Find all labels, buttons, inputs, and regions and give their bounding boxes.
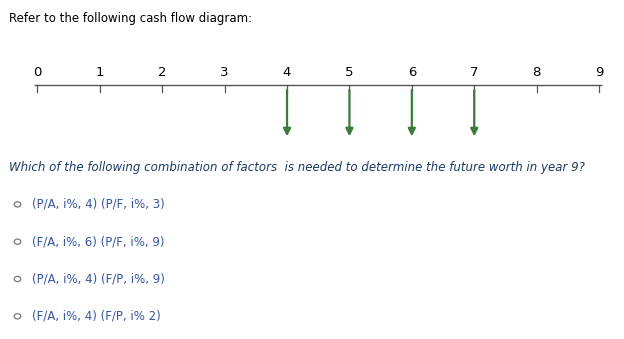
Text: 5: 5 [345,66,354,79]
Text: 7: 7 [470,66,479,79]
Text: 0: 0 [33,66,42,79]
Text: Refer to the following cash flow diagram:: Refer to the following cash flow diagram… [9,12,253,25]
Text: 3: 3 [220,66,229,79]
Text: 1: 1 [95,66,104,79]
Text: (F/A, i%, 4) (F/P, i% 2): (F/A, i%, 4) (F/P, i% 2) [32,310,161,323]
Text: (F/A, i%, 6) (P/F, i%, 9): (F/A, i%, 6) (P/F, i%, 9) [32,235,165,248]
Text: 2: 2 [158,66,167,79]
Text: 6: 6 [407,66,416,79]
Text: (P/A, i%, 4) (P/F, i%, 3): (P/A, i%, 4) (P/F, i%, 3) [32,198,165,211]
Text: Which of the following combination of factors  is needed to determine the future: Which of the following combination of fa… [9,161,585,174]
Text: 8: 8 [532,66,541,79]
Text: 4: 4 [283,66,291,79]
Text: (P/A, i%, 4) (F/P, i%, 9): (P/A, i%, 4) (F/P, i%, 9) [32,273,165,285]
Text: 9: 9 [595,66,603,79]
